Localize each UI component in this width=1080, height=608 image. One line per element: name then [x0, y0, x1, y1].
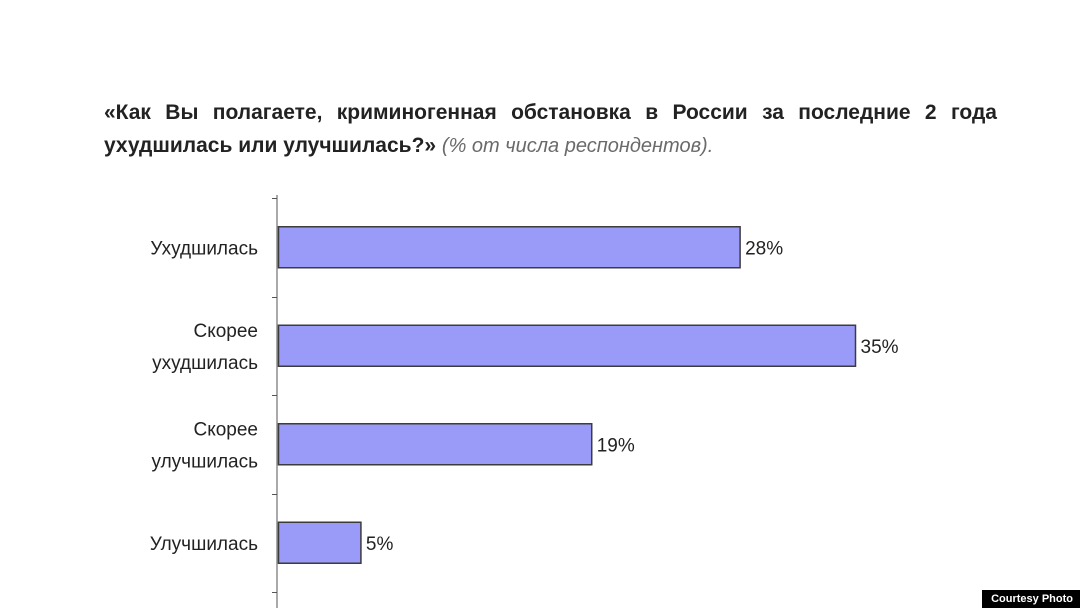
photo-credit: Courtesy Photo — [982, 590, 1080, 608]
data-label: 19% — [597, 435, 635, 456]
chart-subtitle: (% от числа респондентов). — [441, 135, 714, 157]
category-label: Скорее улучшилась — [152, 419, 259, 472]
category-label: Скорее ухудшилась — [152, 321, 258, 374]
y-axis-group — [272, 195, 278, 608]
labels-group: 28% Ухудшилась 35% Скорее ухудшилась 19% Скоре… — [150, 238, 899, 555]
data-label: 28% — [745, 238, 783, 259]
bar-улучшилась — [277, 521, 362, 564]
data-label: 5% — [366, 534, 394, 555]
bar-ухудшилась — [277, 226, 741, 269]
chart-title: «Как Вы полагаете, криминогенная обстано… — [104, 96, 997, 163]
bar-скорее-улучшилась — [277, 423, 593, 466]
bars-group — [277, 226, 857, 564]
category-label: Ухудшилась — [150, 238, 258, 259]
category-label: Улучшилась — [150, 534, 258, 555]
chart-question: «Как Вы полагаете, криминогенная обстано… — [104, 101, 997, 157]
bar-скорее-ухудшилась — [277, 324, 857, 367]
data-label: 35% — [861, 337, 899, 358]
